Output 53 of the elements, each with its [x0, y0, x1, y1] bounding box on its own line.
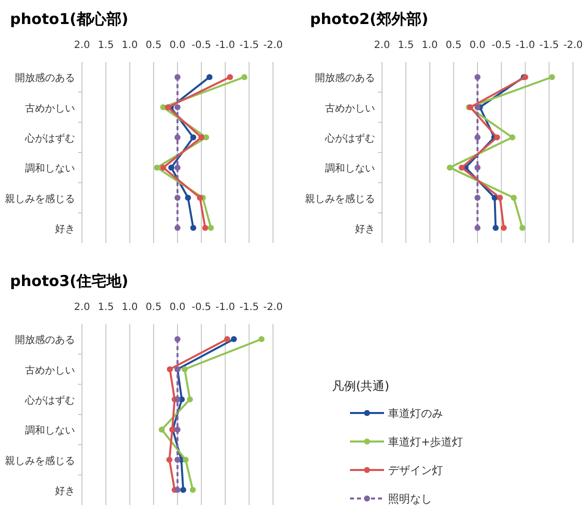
x-tick-label: -1.5 — [239, 40, 259, 51]
legend-label: デザイン灯 — [388, 464, 443, 477]
x-tick-label: 0.5 — [146, 302, 162, 313]
y-tick-label: 好き — [355, 224, 375, 235]
y-tick-label: 心がはずむ — [324, 132, 375, 144]
x-tick-label: -0.5 — [192, 302, 212, 313]
x-tick-label: -0.5 — [192, 40, 212, 51]
y-tick-label: 古めかしい — [25, 102, 75, 114]
y-tick-label: 好き — [55, 224, 75, 235]
y-tick-label: 開放感のある — [15, 334, 75, 346]
x-tick-label: -1.0 — [215, 302, 236, 313]
x-tick-label: 0.5 — [146, 40, 162, 51]
x-tick-label: 0.0 — [170, 40, 186, 51]
x-tick-label: 1.5 — [98, 40, 114, 51]
y-tick-label: 心がはずむ — [24, 394, 75, 406]
x-tick-label: 2.0 — [74, 40, 90, 51]
x-tick-label: 1.0 — [122, 302, 138, 313]
legend-label: 照明なし — [388, 492, 432, 505]
legend-label: 車道灯+歩道灯 — [388, 436, 464, 448]
y-tick-label: 開放感のある — [15, 72, 75, 84]
y-tick-label: 調和しない — [25, 162, 75, 175]
y-tick-label: 古めかしい — [325, 102, 375, 114]
x-tick-label: -1.0 — [515, 40, 536, 51]
y-tick-label: 心がはずむ — [24, 132, 75, 144]
x-tick-label: -1.5 — [539, 40, 559, 51]
legend-title: 凡例(共通) — [332, 379, 390, 393]
x-tick-label: -2.0 — [263, 40, 283, 51]
x-tick-label: 1.5 — [98, 302, 114, 313]
y-tick-label: 親しみを感じる — [305, 192, 375, 205]
chart-title: photo3(住宅地) — [10, 272, 128, 290]
x-tick-label: -1.5 — [239, 302, 259, 313]
x-tick-label: 0.0 — [170, 302, 186, 313]
legend-label: 車道灯のみ — [388, 407, 443, 420]
y-tick-label: 親しみを感じる — [5, 454, 75, 467]
x-tick-label: 2.0 — [74, 302, 90, 313]
y-tick-label: 調和しない — [25, 424, 75, 437]
y-tick-label: 親しみを感じる — [5, 192, 75, 205]
x-tick-label: 0.5 — [446, 40, 462, 51]
y-tick-label: 古めかしい — [25, 364, 75, 376]
x-tick-label: 2.0 — [374, 40, 390, 51]
x-tick-label: -0.5 — [492, 40, 512, 51]
x-tick-label: -2.0 — [263, 302, 283, 313]
y-tick-label: 調和しない — [325, 162, 375, 175]
x-tick-label: -2.0 — [563, 40, 583, 51]
x-tick-label: 1.0 — [122, 40, 138, 51]
chart-title: photo1(都心部) — [10, 10, 128, 28]
x-tick-label: 0.0 — [470, 40, 486, 51]
y-tick-label: 好き — [55, 486, 75, 497]
x-tick-label: -1.0 — [215, 40, 236, 51]
y-tick-label: 開放感のある — [315, 72, 375, 84]
x-tick-label: 1.5 — [398, 40, 414, 51]
chart-title: photo2(郊外部) — [310, 10, 428, 28]
x-tick-label: 1.0 — [422, 40, 438, 51]
